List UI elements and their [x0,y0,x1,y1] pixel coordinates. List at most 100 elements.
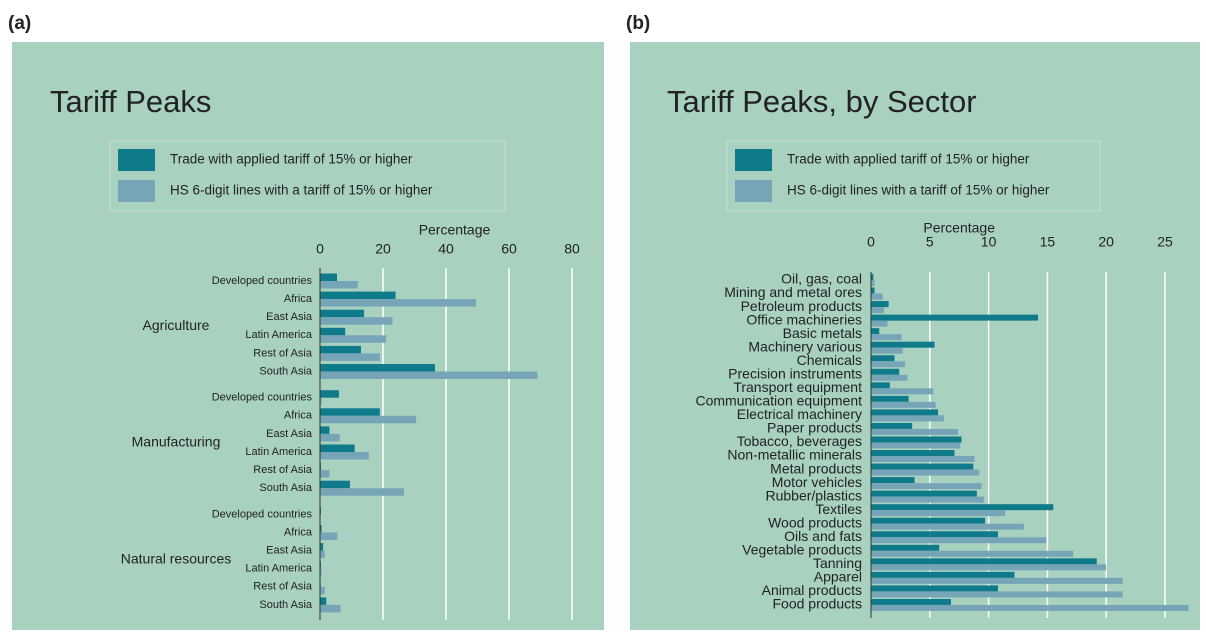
x-tick-label: 25 [1157,234,1173,250]
chart-title: Tariff Peaks [50,84,211,119]
bar [871,320,888,327]
category-label: Wood products [768,514,862,530]
bar [871,334,902,341]
bar [871,456,975,463]
legend-label: HS 6-digit lines with a tariff of 15% or… [787,183,1050,198]
bar [320,345,361,354]
legend-box [109,140,506,212]
category-label: Tanning [813,555,862,571]
bar [871,409,939,416]
bar [871,382,890,389]
bar [871,442,961,449]
bar [320,371,538,379]
bar [871,341,935,348]
bar [320,390,339,398]
x-axis-label: Percentage [419,222,491,238]
bar [320,299,476,307]
category-label: Office machineries [746,311,862,327]
bar [320,327,346,336]
legend-swatch [118,149,155,171]
category-label: Developed countries [212,508,313,520]
category-label: Africa [284,410,313,422]
x-tick-label: 80 [564,241,580,257]
category-label: Machinery various [748,338,862,354]
legend-label: HS 6-digit lines with a tariff of 15% or… [170,183,433,198]
bar [320,408,380,416]
category-label: East Asia [266,311,313,323]
bar [320,452,369,460]
category-label: Motor vehicles [772,474,862,490]
category-label: Transport equipment [733,379,862,395]
bar [871,483,982,490]
bar [871,591,1123,598]
bar [871,401,936,408]
category-label: Metal products [770,460,862,476]
category-label: Developed countries [212,392,313,404]
bar [320,273,338,281]
legend-swatch [735,180,772,202]
x-tick-label: 0 [867,234,875,250]
bar [320,397,322,406]
bar [871,585,998,592]
bar [320,444,355,452]
x-tick-label: 20 [375,241,391,257]
category-label: East Asia [266,428,313,440]
bar [320,488,405,496]
category-label: Rest of Asia [253,464,313,476]
category-label: Apparel [814,569,862,585]
bar [320,550,325,559]
x-tick-label: 5 [926,234,934,250]
bar [871,287,875,294]
bar [871,537,1047,544]
chart-title: Tariff Peaks, by Sector [667,84,977,119]
category-label: Non-metallic minerals [727,447,862,463]
bar [871,355,895,362]
bar [320,353,380,361]
category-label: Petroleum products [741,298,862,314]
category-label: South Asia [259,482,312,494]
category-label: Rest of Asia [253,581,313,593]
group-label: Manufacturing [132,434,221,450]
bar [871,490,977,497]
bar [871,422,913,429]
bar [320,543,324,551]
x-axis-label: Percentage [923,220,995,236]
bar [871,463,974,470]
panel-background [12,42,604,630]
bar [320,281,358,289]
x-tick-label: 20 [1098,234,1114,250]
bar [871,307,884,314]
bar [871,477,915,484]
bar [320,309,365,318]
bar [320,525,322,533]
category-label: Food products [773,596,863,612]
bar [871,504,1054,511]
bar [320,604,341,613]
bar [320,364,435,372]
bar [871,388,934,395]
bar [871,496,984,503]
group-label: Natural resources [121,550,232,566]
category-label: Latin America [245,329,313,341]
bar [871,604,1189,611]
bar [871,450,955,457]
bar [320,415,417,424]
category-label: Oils and fats [784,528,862,544]
group-label: Agriculture [143,317,210,333]
bar [320,597,327,605]
category-label: Africa [284,293,313,305]
category-label: East Asia [266,545,313,557]
category-label: Rubber/plastics [766,487,863,503]
bar [871,368,900,375]
category-label: Communication equipment [695,393,862,409]
bar [871,395,909,402]
bar [871,436,962,443]
legend-label: Trade with applied tariff of 15% or high… [170,152,413,167]
x-tick-label: 10 [981,234,997,250]
bar [320,433,340,442]
category-label: Latin America [245,563,313,575]
bar [871,564,1107,571]
legend-label: Trade with applied tariff of 15% or high… [787,152,1030,167]
legend-swatch [735,149,772,171]
bar [320,532,338,540]
